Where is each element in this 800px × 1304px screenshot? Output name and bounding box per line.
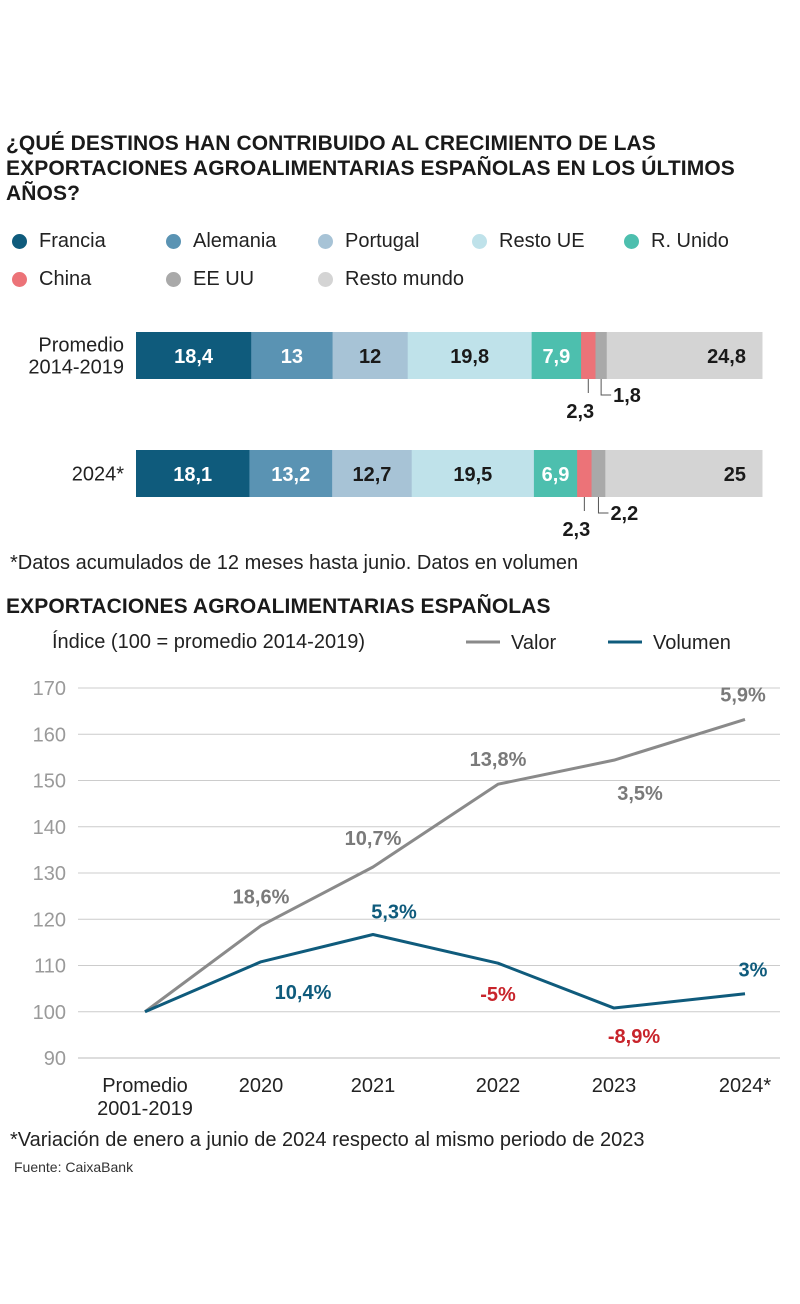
legend-label: EE UU xyxy=(193,268,255,290)
data-label: 18,6% xyxy=(233,887,290,909)
bar-segment-ee-uu xyxy=(591,450,606,497)
data-label: 13 xyxy=(281,346,303,368)
bar-segment-r-unido xyxy=(531,332,582,379)
y-tick-label: 100 xyxy=(33,1002,66,1024)
data-label: 12 xyxy=(359,346,381,368)
line-chart: Valor Volumen 90 100 110 120 130 140 150 160 170 Pr… xyxy=(33,632,780,1120)
data-label: 13,8% xyxy=(470,749,527,771)
legend-label: China xyxy=(39,268,92,290)
category-label: 2014-2019 xyxy=(28,357,124,379)
legend-swatch xyxy=(166,234,181,249)
data-label: 5,9% xyxy=(720,684,766,706)
y-tick-label: 90 xyxy=(44,1048,66,1070)
data-label: 10,4% xyxy=(275,982,332,1004)
x-tick-label: 2023 xyxy=(592,1075,637,1097)
legend-swatch xyxy=(166,272,181,287)
legend-label: Resto mundo xyxy=(345,268,464,290)
y-tick-label: 150 xyxy=(33,771,66,793)
bar-segment-r-unido xyxy=(533,450,578,497)
category-label: Promedio xyxy=(38,335,124,357)
data-label: 2,3 xyxy=(566,401,594,423)
bar-segment-alemania xyxy=(249,450,333,497)
data-label: 13,2 xyxy=(271,464,310,486)
x-tick-label: 2022 xyxy=(476,1075,521,1097)
x-tick-label: 2021 xyxy=(351,1075,396,1097)
leader-line xyxy=(597,497,609,514)
legend-label-volumen: Volumen xyxy=(653,632,731,654)
legend-label: Francia xyxy=(39,230,106,252)
data-label: 18,1 xyxy=(173,464,212,486)
bar-segment-china xyxy=(577,450,593,497)
data-label: 3% xyxy=(739,960,768,982)
legend-item-china: China xyxy=(12,268,91,291)
legend-item-alemania: Alemania xyxy=(166,230,276,253)
bar-segment-china xyxy=(581,332,596,379)
data-label: -8,9% xyxy=(608,1026,660,1048)
bar-segment-resto-ue xyxy=(407,332,533,379)
data-label: 12,7 xyxy=(352,464,391,486)
data-label: 6,9 xyxy=(542,464,570,486)
y-tick-label: 170 xyxy=(33,678,66,700)
legend-swatch xyxy=(12,272,27,287)
legend-item-resto-mundo: Resto mundo xyxy=(318,268,464,291)
data-label: 1,8 xyxy=(613,385,641,407)
index-label: Índice (100 = promedio 2014-2019) xyxy=(52,631,365,653)
series-line-volumen xyxy=(144,933,746,1014)
legend-label: Portugal xyxy=(345,230,420,252)
data-label: 19,5 xyxy=(453,464,492,486)
y-tick-label: 130 xyxy=(33,863,66,885)
legend-label-valor: Valor xyxy=(511,632,557,654)
legend-item-resto-ue: Resto UE xyxy=(472,230,585,253)
legend-swatch xyxy=(318,234,333,249)
leader-line xyxy=(600,379,612,396)
y-tick-label: 120 xyxy=(33,909,66,931)
data-label: -5% xyxy=(480,984,516,1006)
data-label: 3,5% xyxy=(617,783,663,805)
bar-segment-francia xyxy=(136,332,252,379)
legend-item-francia: Francia xyxy=(12,230,106,253)
legend-item-r-unido: R. Unido xyxy=(624,230,729,253)
y-tick-label: 110 xyxy=(34,956,66,978)
bar-segment-resto-ue xyxy=(411,450,535,497)
series-line-valor xyxy=(144,718,746,1013)
data-label: 2,2 xyxy=(610,503,638,525)
legend-label: R. Unido xyxy=(651,230,729,252)
data-label: 7,9 xyxy=(542,346,570,368)
y-tick-label: 160 xyxy=(33,724,66,746)
data-label: 24,8 xyxy=(707,346,746,368)
source: Fuente: CaixaBank xyxy=(14,1159,134,1175)
legend-swatch xyxy=(472,234,487,249)
bar-segment-portugal xyxy=(332,450,413,497)
legend-item-portugal: Portugal xyxy=(318,230,420,253)
data-label: 5,3% xyxy=(371,902,417,924)
data-label: 10,7% xyxy=(345,828,402,850)
legend-swatch xyxy=(624,234,639,249)
legend-label: Alemania xyxy=(193,230,277,252)
data-label: 19,8 xyxy=(450,346,489,368)
x-tick-label: 2024* xyxy=(719,1075,771,1097)
data-label: 2,3 xyxy=(562,519,590,541)
x-tick-label: Promedio xyxy=(102,1075,188,1097)
chart1-title: ¿QUÉ DESTINOS HAN CONTRIBUIDO AL CRECIMI… xyxy=(6,132,735,205)
data-label: 18,4 xyxy=(174,346,214,368)
y-tick-label: 140 xyxy=(33,817,66,839)
bar-segment-resto-mundo xyxy=(605,450,763,497)
x-tick-label: 2001-2019 xyxy=(97,1098,193,1120)
chart2-title: EXPORTACIONES AGROALIMENTARIAS ESPAÑOLAS xyxy=(6,595,551,618)
chart2-footnote: *Variación de enero a junio de 2024 resp… xyxy=(10,1129,645,1151)
bar-segment-ee-uu xyxy=(595,332,608,379)
bar-segment-portugal xyxy=(332,332,409,379)
category-label: 2024* xyxy=(72,464,124,486)
legend-swatch xyxy=(318,272,333,287)
x-tick-label: 2020 xyxy=(239,1075,284,1097)
chart1-footnote: *Datos acumulados de 12 meses hasta juni… xyxy=(10,552,579,574)
data-label: 25 xyxy=(724,464,746,486)
bar-segment-resto-mundo xyxy=(606,332,763,379)
legend-label: Resto UE xyxy=(499,230,585,252)
bar-segment-alemania xyxy=(251,332,334,379)
legend-item-ee-uu: EE UU xyxy=(166,268,254,291)
bar-segment-francia xyxy=(136,450,250,497)
legend-swatch xyxy=(12,234,27,249)
